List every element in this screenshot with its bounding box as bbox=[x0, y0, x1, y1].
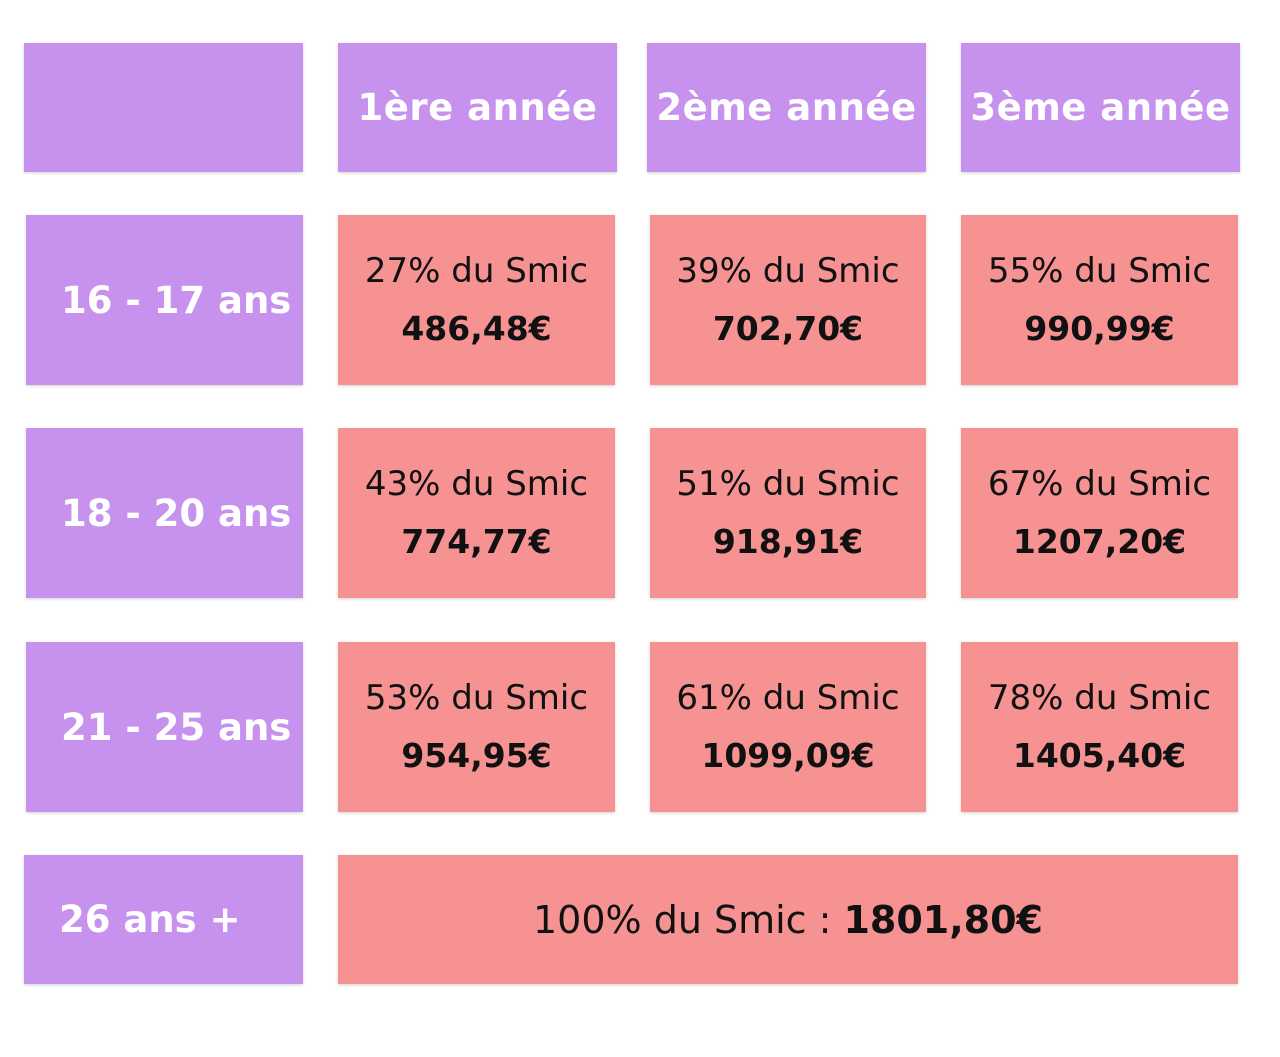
amount-label: 1405,40€ bbox=[1012, 736, 1187, 775]
amount-label: 1801,80€ bbox=[843, 897, 1043, 942]
amount-label: 1207,20€ bbox=[1012, 522, 1187, 561]
percent-label: 67% du Smic bbox=[987, 464, 1212, 504]
amount-label: 486,48€ bbox=[401, 309, 552, 348]
row-label-26-plus: 26 ans + bbox=[24, 855, 303, 984]
row-label-16-17: 16 - 17 ans bbox=[26, 215, 303, 385]
row-label-text: 26 ans + bbox=[59, 898, 241, 941]
percent-label: 43% du Smic bbox=[364, 464, 589, 504]
value-cell-21-25-year-3: 78% du Smic 1405,40€ bbox=[961, 642, 1238, 812]
column-header-label: 3ème année bbox=[970, 86, 1231, 129]
column-header-label: 1ère année bbox=[357, 86, 598, 129]
value-cell-16-17-year-2: 39% du Smic 702,70€ bbox=[650, 215, 926, 385]
amount-label: 990,99€ bbox=[1024, 309, 1175, 348]
value-cell-26-plus: 100% du Smic : 1801,80€ bbox=[338, 855, 1238, 984]
amount-label: 774,77€ bbox=[401, 522, 552, 561]
percent-label: 53% du Smic bbox=[364, 678, 589, 718]
value-cell-21-25-year-1: 53% du Smic 954,95€ bbox=[338, 642, 615, 812]
column-header-year-1: 1ère année bbox=[338, 43, 617, 172]
amount-label: 918,91€ bbox=[712, 522, 864, 561]
amount-label: 954,95€ bbox=[401, 736, 552, 775]
percent-label: 55% du Smic bbox=[987, 251, 1212, 291]
row-label-text: 18 - 20 ans bbox=[61, 491, 292, 535]
value-cell-21-25-year-2: 61% du Smic 1099,09€ bbox=[650, 642, 926, 812]
value-cell-18-20-year-3: 67% du Smic 1207,20€ bbox=[961, 428, 1238, 598]
column-header-label: 2ème année bbox=[656, 86, 917, 129]
amount-label: 702,70€ bbox=[712, 309, 864, 348]
percent-label: 27% du Smic bbox=[364, 251, 589, 291]
percent-label: 100% du Smic : bbox=[532, 897, 832, 942]
row-label-21-25: 21 - 25 ans bbox=[26, 642, 303, 812]
corner-cell bbox=[24, 43, 303, 172]
percent-label: 78% du Smic bbox=[987, 678, 1212, 718]
percent-label: 61% du Smic bbox=[676, 678, 900, 718]
value-cell-16-17-year-3: 55% du Smic 990,99€ bbox=[961, 215, 1238, 385]
row-label-18-20: 18 - 20 ans bbox=[26, 428, 303, 598]
value-cell-18-20-year-2: 51% du Smic 918,91€ bbox=[650, 428, 926, 598]
column-header-year-2: 2ème année bbox=[647, 43, 926, 172]
column-header-year-3: 3ème année bbox=[961, 43, 1240, 172]
row-label-text: 16 - 17 ans bbox=[61, 278, 292, 322]
percent-label: 39% du Smic bbox=[676, 251, 900, 291]
amount-label: 1099,09€ bbox=[701, 736, 875, 775]
row-label-text: 21 - 25 ans bbox=[61, 705, 292, 749]
value-cell-18-20-year-1: 43% du Smic 774,77€ bbox=[338, 428, 615, 598]
value-cell-16-17-year-1: 27% du Smic 486,48€ bbox=[338, 215, 615, 385]
percent-label: 51% du Smic bbox=[676, 464, 900, 504]
